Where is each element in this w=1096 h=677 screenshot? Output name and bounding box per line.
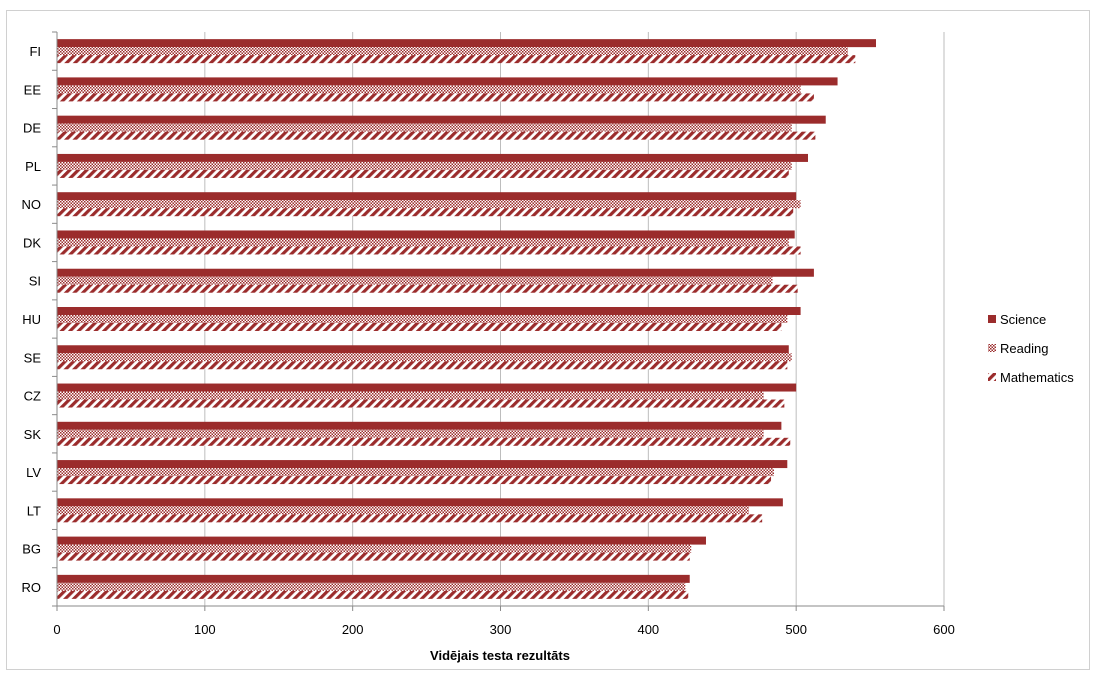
bar-mathematics-DK bbox=[57, 246, 801, 255]
bar-mathematics-FI bbox=[57, 55, 856, 64]
x-tick-label: 100 bbox=[194, 622, 216, 637]
bar-reading-HU bbox=[57, 315, 788, 323]
category-label: RO bbox=[22, 580, 42, 595]
legend: Science Reading Mathematics bbox=[988, 312, 1074, 385]
bar-reading-EE bbox=[57, 85, 801, 94]
bar-mathematics-PL bbox=[57, 169, 789, 178]
category-labels: FI EE DE PL NO DK SI HU SE CZ SK LV LT BG RO bbox=[22, 44, 42, 595]
bar-science-SI bbox=[57, 268, 814, 277]
legend-label-reading: Reading bbox=[1000, 341, 1048, 356]
bar-reading-PL bbox=[57, 161, 792, 170]
bar-mathematics-LT bbox=[57, 514, 763, 523]
bar-science-LV bbox=[57, 460, 788, 469]
category-label: BG bbox=[22, 542, 41, 557]
category-label: DK bbox=[23, 235, 41, 250]
bar-science-RO bbox=[57, 574, 690, 583]
bars bbox=[57, 39, 876, 599]
legend-swatch-reading bbox=[988, 344, 996, 352]
category-label: LV bbox=[26, 465, 41, 480]
bar-science-NO bbox=[57, 192, 797, 201]
x-tick-label: 300 bbox=[490, 622, 512, 637]
bar-mathematics-EE bbox=[57, 93, 814, 102]
bar-science-FI bbox=[57, 39, 876, 48]
x-tick-label: 500 bbox=[785, 622, 807, 637]
bar-reading-FI bbox=[57, 47, 848, 56]
category-label: LT bbox=[27, 503, 41, 518]
category-label: NO bbox=[22, 197, 42, 212]
bar-mathematics-NO bbox=[57, 208, 794, 217]
bar-mathematics-RO bbox=[57, 590, 689, 599]
bar-reading-BG bbox=[57, 544, 692, 553]
bar-mathematics-HU bbox=[57, 323, 782, 331]
x-axis-title: Vidējais testa rezultāts bbox=[430, 648, 570, 663]
bar-science-LT bbox=[57, 498, 783, 507]
legend-swatch-mathematics bbox=[988, 373, 996, 381]
chart-frame bbox=[6, 10, 1090, 670]
category-label: FI bbox=[29, 44, 41, 59]
bar-science-EE bbox=[57, 77, 838, 86]
bar-mathematics-SE bbox=[57, 361, 788, 370]
bar-mathematics-BG bbox=[57, 552, 690, 561]
bar-mathematics-SI bbox=[57, 284, 798, 293]
bar-reading-CZ bbox=[57, 391, 764, 400]
bar-mathematics-CZ bbox=[57, 399, 785, 408]
bar-science-SK bbox=[57, 421, 782, 430]
bar-mathematics-DE bbox=[57, 131, 816, 140]
bar-reading-DE bbox=[57, 123, 792, 132]
bar-reading-SE bbox=[57, 353, 792, 362]
category-label: EE bbox=[24, 82, 42, 97]
bar-science-PL bbox=[57, 153, 808, 162]
x-tick-label: 600 bbox=[933, 622, 955, 637]
x-tick-labels: 0 100 200 300 400 500 600 bbox=[53, 622, 954, 637]
bar-reading-DK bbox=[57, 238, 789, 247]
category-label: CZ bbox=[24, 389, 41, 404]
legend-label-science: Science bbox=[1000, 312, 1046, 327]
x-tick-label: 200 bbox=[342, 622, 364, 637]
bar-reading-LT bbox=[57, 506, 749, 515]
bar-science-DE bbox=[57, 115, 826, 124]
bar-science-HU bbox=[57, 307, 801, 315]
bar-reading-NO bbox=[57, 200, 801, 209]
x-tick-label: 400 bbox=[637, 622, 659, 637]
x-tick-label: 0 bbox=[53, 622, 60, 637]
bar-reading-SI bbox=[57, 276, 773, 285]
bar-science-CZ bbox=[57, 383, 797, 392]
legend-label-mathematics: Mathematics bbox=[1000, 370, 1074, 385]
axes bbox=[52, 31, 945, 611]
category-label: HU bbox=[22, 312, 41, 327]
category-label: SE bbox=[24, 350, 42, 365]
bar-science-DK bbox=[57, 230, 795, 239]
category-label: SK bbox=[24, 427, 42, 442]
category-label: DE bbox=[23, 121, 41, 136]
category-label: SI bbox=[29, 274, 41, 289]
category-label: PL bbox=[25, 159, 41, 174]
legend-swatch-science bbox=[988, 315, 996, 323]
bar-reading-RO bbox=[57, 582, 686, 591]
bar-science-BG bbox=[57, 536, 706, 545]
bar-science-SE bbox=[57, 345, 789, 354]
bar-mathematics-LV bbox=[57, 476, 772, 485]
bar-reading-LV bbox=[57, 468, 774, 477]
bar-mathematics-SK bbox=[57, 437, 791, 446]
bar-reading-SK bbox=[57, 429, 764, 438]
